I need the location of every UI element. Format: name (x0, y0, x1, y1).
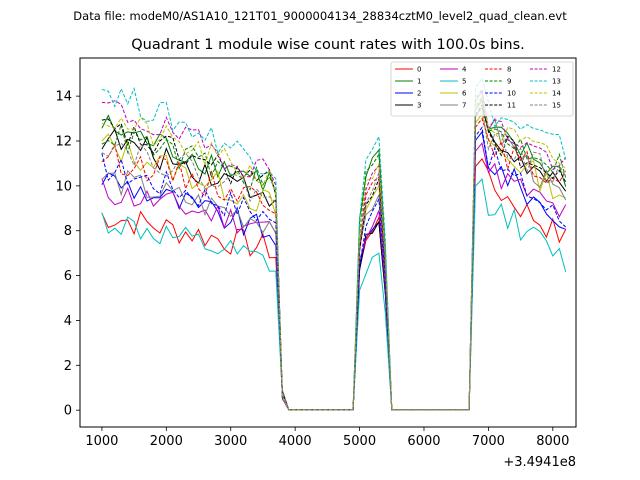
x-axis: 1000 2000 3000 4000 5000 6000 7000 8000 (85, 427, 569, 449)
legend-label-14: 14 (552, 90, 561, 98)
legend-label-11: 11 (507, 102, 516, 110)
y-tick-label: 8 (64, 224, 72, 239)
y-tick-label: 6 (64, 269, 72, 284)
chart-title: Quadrant 1 module wise count rates with … (131, 37, 525, 53)
y-tick-label: 12 (55, 134, 72, 149)
legend-label-13: 13 (552, 78, 561, 86)
series-line-14 (101, 94, 567, 411)
y-axis: 0 2 4 6 8 10 12 14 (55, 90, 80, 419)
series-layer (101, 76, 567, 411)
y-tick-label: 2 (64, 359, 72, 374)
legend-label-8: 8 (507, 66, 511, 74)
legend-label-1: 1 (417, 78, 421, 86)
y-tick-label: 0 (64, 404, 72, 419)
x-tick-label: 6000 (407, 434, 440, 449)
x-tick-label: 4000 (279, 434, 312, 449)
y-tick-label: 4 (64, 314, 72, 329)
legend-box (390, 61, 574, 117)
x-offset-label: +3.4941e8 (503, 455, 576, 470)
legend-label-0: 0 (417, 66, 421, 74)
x-tick-label: 8000 (536, 434, 569, 449)
x-tick-label: 5000 (343, 434, 376, 449)
x-tick-label: 3000 (214, 434, 247, 449)
series-line-15 (101, 106, 567, 411)
legend-label-4: 4 (462, 66, 467, 74)
legend-label-2: 2 (417, 90, 421, 98)
legend-label-12: 12 (552, 66, 561, 74)
legend-label-15: 15 (552, 102, 561, 110)
series-line-8 (101, 117, 567, 411)
y-tick-label: 10 (55, 179, 72, 194)
legend-label-5: 5 (462, 78, 466, 86)
legend-label-7: 7 (462, 102, 466, 110)
legend-label-9: 9 (507, 78, 511, 86)
plot-frame (79, 57, 577, 428)
x-tick-label: 7000 (472, 434, 505, 449)
x-tick-label: 1000 (85, 434, 118, 449)
legend-label-3: 3 (417, 102, 421, 110)
x-tick-label: 2000 (150, 434, 183, 449)
legend-label-6: 6 (462, 90, 467, 98)
series-line-9 (101, 97, 567, 411)
chart-suptitle: Data file: modeM0/AS1A10_121T01_90000041… (73, 9, 567, 23)
legend-label-10: 10 (507, 90, 516, 98)
y-tick-label: 14 (55, 90, 72, 105)
